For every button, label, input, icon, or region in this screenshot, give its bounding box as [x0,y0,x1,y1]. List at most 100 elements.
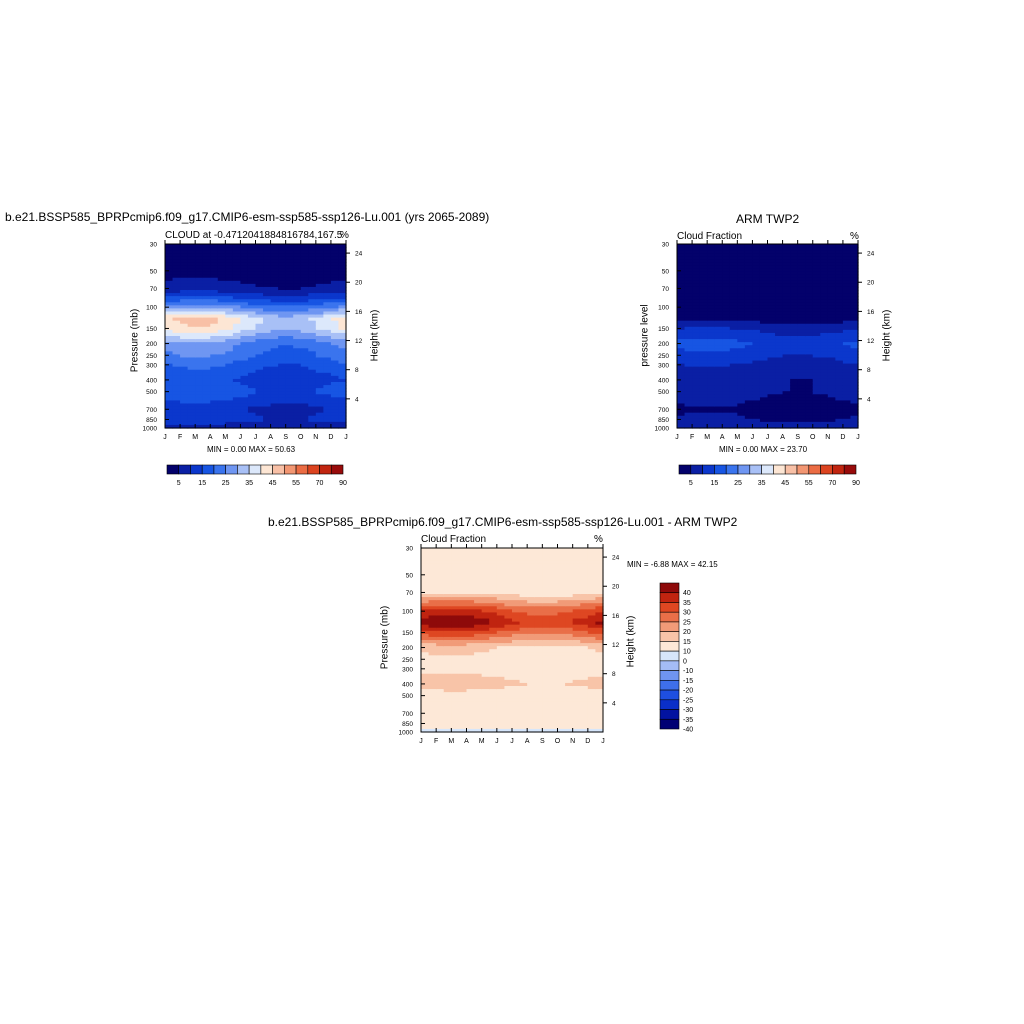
field-cell [278,250,287,254]
field-cell [820,244,829,248]
field-cell [300,326,309,331]
field-cell [805,400,814,405]
field-cell [557,719,566,724]
field-cell [775,326,784,331]
field-cell [835,262,844,267]
field-cell [270,403,279,408]
field-cell [315,256,324,260]
field-cell [677,311,686,316]
field-cell [775,412,784,417]
colorbar-label: -25 [683,697,693,704]
field-cell [195,388,204,392]
field-cell [458,575,468,580]
field-cell [782,363,791,368]
field-cell [549,612,559,617]
y-tick-label: 1000 [143,426,158,433]
field-cell [580,578,589,583]
field-cell [187,388,196,392]
field-cell [534,713,543,718]
field-cell [436,673,445,678]
field-cell [850,336,859,340]
colorbar-label: 30 [683,610,691,617]
field-cell [232,262,242,267]
field-cell [187,286,196,291]
field-cell [782,400,791,405]
field-cell [835,311,844,316]
field-cell [737,256,746,260]
field-cell [270,274,279,279]
y-tick-label: 300 [146,362,157,369]
field-cell [308,357,317,362]
field-cell [202,394,211,398]
field-cell [557,655,566,659]
field-cell [466,575,475,580]
field-cell [684,314,693,319]
field-cell [595,661,604,666]
field-cell [737,320,746,325]
field-cell [458,722,468,727]
field-cell [338,357,347,362]
field-cell [210,348,219,352]
field-cell [187,382,196,386]
field-cell [790,418,799,423]
field-cell [270,290,279,294]
field-cell [527,673,536,678]
field-cell [767,329,776,334]
field-cell [315,305,324,309]
field-cell [443,698,452,702]
field-cell [180,302,189,306]
field-cell [580,551,589,555]
field-cell [744,382,754,386]
field-cell [850,293,859,297]
field-cell [255,265,264,270]
field-cell [512,682,521,687]
field-cell [534,612,543,617]
field-cell [187,280,196,285]
field-cell [534,661,543,666]
field-cell [775,290,784,294]
field-cell [827,348,836,352]
field-cell [443,692,452,696]
field-cell [527,707,536,712]
field-cell [225,375,234,380]
field-cell [458,667,468,672]
field-cell [737,293,746,297]
field-cell [210,345,219,349]
field-cell [587,603,597,607]
field-cell [729,388,738,392]
field-cell [330,299,340,303]
field-cell [308,351,317,355]
field-cell [527,609,536,613]
field-cell [474,719,483,724]
field-cell [850,317,859,322]
field-cell [323,418,332,423]
field-cell [835,406,844,411]
field-cell [330,354,340,359]
field-cell [300,253,309,257]
field-cell [684,354,693,359]
field-cell [542,713,551,718]
field-cell [744,394,754,398]
field-cell [519,600,528,604]
field-cell [172,253,181,257]
field-cell [790,308,799,313]
field-cell [255,314,264,319]
field-cell [827,354,836,359]
field-cell [699,366,708,371]
field-cell [790,293,799,297]
field-cell [210,403,219,408]
field-cell [534,701,543,705]
field-cell [850,259,859,263]
field-cell [752,271,761,276]
field-cell [315,323,324,328]
field-cell [293,421,302,426]
field-cell [684,394,693,398]
field-cell [451,707,460,712]
field-cell [684,293,693,297]
field-cell [677,253,686,257]
field-cell [797,293,806,297]
field-cell [187,314,196,319]
field-cell [489,557,498,561]
field-cell [451,572,460,577]
field-cell [767,391,776,395]
